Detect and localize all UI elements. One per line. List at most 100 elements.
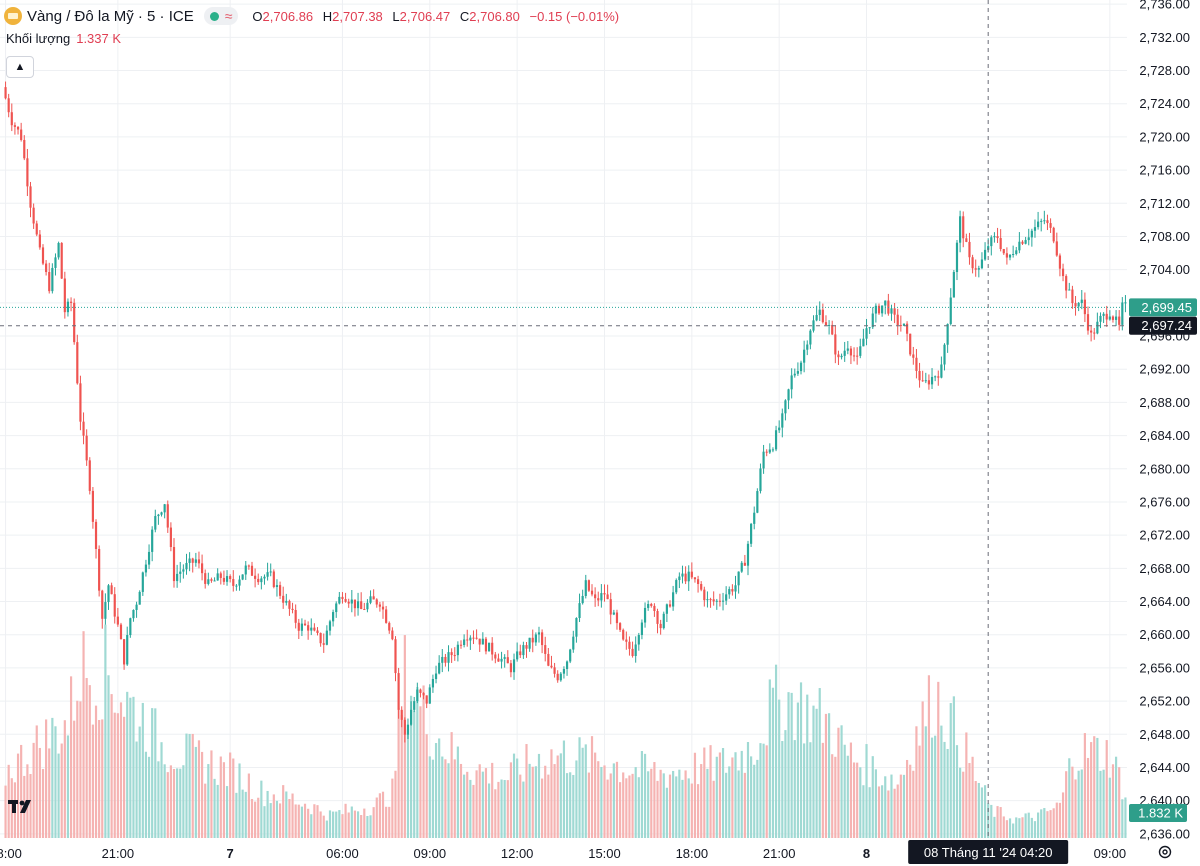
- volume-bar: [413, 710, 416, 838]
- price-tick-label: 2,688.00: [1139, 395, 1190, 410]
- volume-bar: [721, 748, 725, 838]
- volume-bar: [512, 753, 516, 838]
- candle-body: [862, 338, 865, 347]
- time-tick-label: 21:00: [102, 846, 135, 861]
- crosshair-price-label: 2,697.24: [1141, 318, 1192, 333]
- volume-bar: [762, 743, 765, 838]
- volume-bar: [884, 776, 887, 838]
- volume-bar: [232, 758, 235, 838]
- volume-bar: [1005, 820, 1008, 838]
- tradingview-logo-icon[interactable]: [6, 794, 38, 820]
- volume-bar: [615, 761, 619, 838]
- time-tick-label: 8: [863, 846, 870, 861]
- volume-bar: [250, 799, 254, 838]
- volume-bar: [1118, 767, 1121, 838]
- candle-body: [409, 709, 413, 725]
- candle-body: [622, 629, 625, 640]
- candle-body: [818, 309, 821, 316]
- candle-body: [1096, 321, 1099, 334]
- gear-icon[interactable]: [1156, 843, 1174, 861]
- candle-body: [868, 327, 871, 329]
- candle-body: [247, 565, 250, 567]
- candlesticks: [4, 81, 1127, 743]
- candle-body: [335, 603, 338, 613]
- candle-body: [82, 421, 85, 436]
- candle-body: [79, 383, 82, 422]
- candle-body: [350, 599, 353, 604]
- candle-body: [403, 719, 406, 735]
- market-status-pill[interactable]: ≈: [203, 7, 239, 25]
- candle-body: [116, 616, 119, 625]
- candle-body: [182, 569, 185, 572]
- candle-body: [821, 309, 824, 323]
- volume-bar: [60, 743, 63, 838]
- candle-body: [147, 551, 151, 565]
- candle-body: [544, 645, 547, 654]
- candle-body: [1002, 249, 1005, 254]
- candle-body: [983, 249, 987, 260]
- volume-bar: [254, 801, 257, 838]
- candle-body: [107, 585, 110, 603]
- volume-bar: [612, 763, 615, 838]
- candle-body: [444, 656, 447, 663]
- candle-body: [831, 324, 834, 335]
- volume-bar: [628, 775, 631, 838]
- price-tick-label: 2,704.00: [1139, 262, 1190, 277]
- candle-body: [812, 320, 815, 331]
- candle-body: [990, 237, 993, 247]
- candle-body: [971, 257, 974, 269]
- low-value: 2,706.47: [399, 8, 451, 24]
- candle-body: [559, 673, 562, 681]
- candle-body: [980, 259, 984, 269]
- volume-bar: [487, 783, 491, 838]
- volume-bar: [503, 780, 506, 838]
- candle-body: [912, 354, 915, 358]
- collapse-legend-button[interactable]: ▲: [6, 56, 34, 78]
- volume-bar: [740, 750, 743, 838]
- symbol-title[interactable]: Vàng / Đô la Mỹ · 5 · ICE: [27, 7, 194, 25]
- volume-bar: [210, 750, 213, 838]
- volume-bar: [316, 805, 319, 838]
- candle-body: [943, 344, 946, 365]
- candle-body: [890, 308, 893, 314]
- volume-bar: [547, 774, 550, 838]
- candle-body: [378, 604, 381, 607]
- candle-body: [650, 604, 653, 606]
- candle-body: [659, 623, 662, 629]
- candle-body: [700, 584, 703, 590]
- volume-bar: [388, 806, 391, 838]
- candle-body: [1099, 315, 1102, 322]
- candle-body: [172, 547, 176, 582]
- last-price-badge-bg: [1129, 298, 1197, 317]
- volume-bar: [288, 799, 291, 838]
- candle-body: [1065, 276, 1068, 291]
- volume-bar: [98, 720, 101, 838]
- volume-bar: [172, 768, 176, 838]
- candle-body: [1077, 303, 1080, 307]
- volume-bar: [372, 807, 375, 838]
- approx-wave-icon: ≈: [224, 8, 233, 24]
- candle-body: [846, 348, 849, 351]
- volume-bar: [949, 703, 952, 838]
- time-tick-label: 18:00: [0, 846, 22, 861]
- volume-bar: [528, 763, 531, 838]
- volume-value-badge: 1.832 K: [1129, 804, 1187, 822]
- volume-bar: [606, 779, 609, 838]
- volume-bar: [247, 773, 250, 838]
- volume-bar: [681, 779, 684, 838]
- candle-body: [54, 257, 57, 268]
- volume-bar: [781, 741, 784, 838]
- volume-bar: [1052, 808, 1055, 838]
- candle-body: [865, 328, 868, 339]
- candle-body: [787, 389, 790, 401]
- candle-body: [534, 634, 537, 643]
- volume-bar: [865, 744, 868, 838]
- volume-bar: [506, 780, 509, 838]
- volume-bar: [856, 762, 859, 838]
- volume-bar: [385, 806, 388, 838]
- volume-bar: [909, 764, 912, 838]
- candle-body: [506, 657, 509, 664]
- volume-bar: [525, 744, 528, 838]
- candle-body: [238, 579, 241, 586]
